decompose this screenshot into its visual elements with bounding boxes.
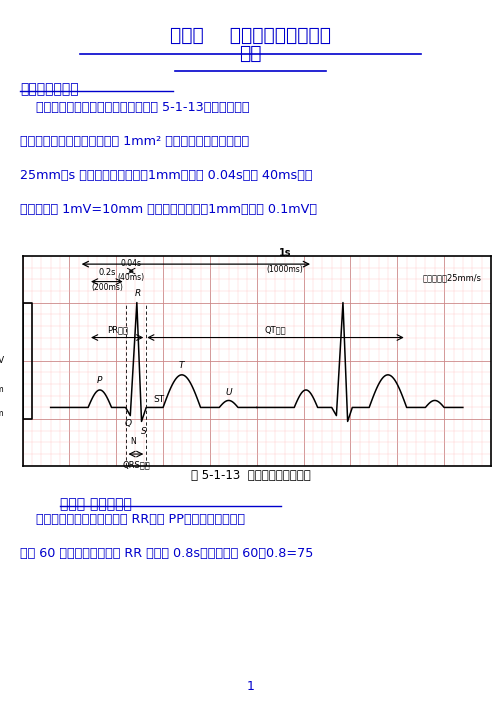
- Text: ST: ST: [154, 395, 165, 404]
- Text: 图 5-1-13  心电图各波段的测量: 图 5-1-13 心电图各波段的测量: [190, 469, 311, 482]
- Text: U: U: [225, 388, 232, 397]
- Text: 当标准电压 1mV=10mm 时，两条横线间（1mm）表示 0.1mV。: 当标准电压 1mV=10mm 时，两条横线间（1mm）表示 0.1mV。: [20, 203, 317, 216]
- Text: 0.2s: 0.2s: [98, 268, 116, 277]
- Text: 数据: 数据: [239, 44, 262, 63]
- Text: 走纸速度：25mm/s: 走纸速度：25mm/s: [423, 274, 481, 282]
- Text: 5mm: 5mm: [0, 385, 4, 395]
- Text: R: R: [135, 289, 141, 298]
- Text: 后被 60 除即可求出。例如 RR 间距为 0.8s，则心率为 60／0.8=75: 后被 60 除即可求出。例如 RR 间距为 0.8s，则心率为 60／0.8=7…: [20, 547, 314, 560]
- Text: 1mV: 1mV: [0, 356, 4, 365]
- Text: P: P: [97, 376, 103, 385]
- Text: 1: 1: [246, 680, 255, 693]
- Text: 25mm／s 时，每两条纵线间（1mm）表示 0.04s（即 40ms），: 25mm／s 时，每两条纵线间（1mm）表示 0.04s（即 40ms），: [20, 169, 313, 182]
- Text: 第二节    心电图的测量和正常: 第二节 心电图的测量和正常: [170, 26, 331, 45]
- Text: (1000ms): (1000ms): [267, 265, 303, 274]
- Text: PR间期: PR间期: [107, 325, 128, 334]
- Text: T: T: [179, 361, 184, 370]
- Text: （一） 心率的测量: （一） 心率的测量: [60, 498, 132, 512]
- Text: 心电图多描记在特櫠的记录纸上（图 5-1-13）。心电图记: 心电图多描记在特櫠的记录纸上（图 5-1-13）。心电图记: [20, 101, 249, 114]
- Text: Q: Q: [125, 419, 132, 428]
- Text: (40ms): (40ms): [118, 274, 145, 282]
- Text: QT间期: QT间期: [265, 325, 286, 334]
- Text: (200ms): (200ms): [91, 283, 123, 292]
- Text: 0.04s: 0.04s: [121, 259, 142, 267]
- Text: 录纸由纵线和横线划分成各为 1mm² 的小方格。当走纸速度为: 录纸由纵线和横线划分成各为 1mm² 的小方格。当走纸速度为: [20, 135, 249, 148]
- Text: 1mm: 1mm: [0, 409, 4, 418]
- Text: QRS时间: QRS时间: [122, 460, 150, 469]
- Text: N: N: [131, 437, 136, 446]
- Text: S: S: [140, 427, 146, 437]
- Text: 测量心率时，只需测量一个 RR（或 PP）间期的秒数，然: 测量心率时，只需测量一个 RR（或 PP）间期的秒数，然: [20, 513, 245, 526]
- Text: 一、心电图测量: 一、心电图测量: [20, 82, 79, 97]
- Text: 1s: 1s: [279, 248, 291, 258]
